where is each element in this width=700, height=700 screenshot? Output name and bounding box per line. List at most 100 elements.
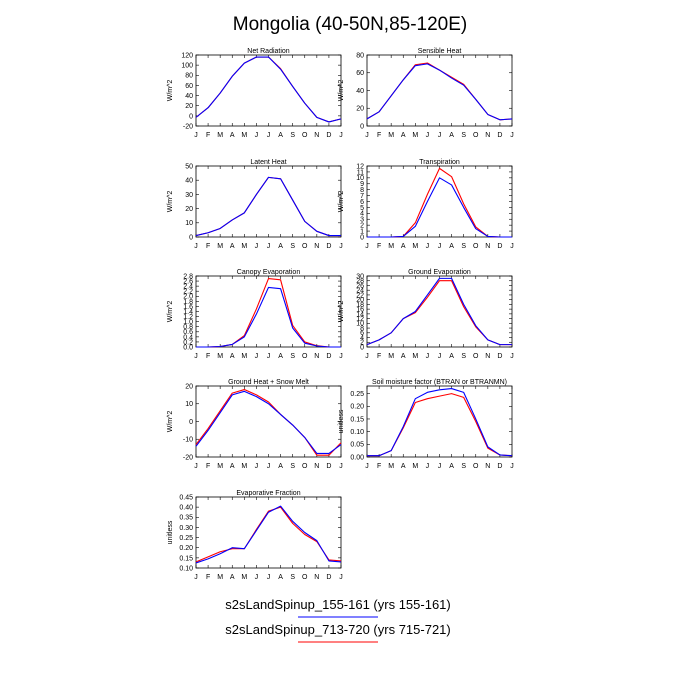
x-tick-label: N (485, 132, 490, 139)
x-tick-label: J (438, 243, 442, 250)
y-tick-label: 12 (356, 163, 364, 170)
x-tick-label: J (339, 463, 343, 470)
plot-frame (195, 275, 342, 348)
x-tick-label: F (377, 463, 381, 470)
y-tick-label: 20 (185, 103, 193, 110)
x-tick-label: J (267, 132, 271, 139)
x-tick-label: F (206, 243, 210, 250)
x-tick-label: F (377, 132, 381, 139)
y-tick-label: 22 (356, 292, 364, 299)
y-tick-label: 26 (356, 283, 364, 290)
x-tick-label: F (206, 132, 210, 139)
x-tick-label: J (365, 243, 369, 250)
x-tick-label: M (412, 243, 418, 250)
x-tick-label: D (497, 132, 502, 139)
x-tick-label: A (278, 463, 283, 470)
x-tick-label: J (510, 353, 514, 360)
x-tick-label: J (194, 243, 198, 250)
y-tick-label: 0.8 (183, 324, 193, 331)
x-tick-label: N (314, 353, 319, 360)
x-tick-label: M (388, 243, 394, 250)
y-tick-label: 60 (356, 70, 364, 77)
x-tick-label: J (339, 574, 343, 581)
series-line-red (196, 277, 341, 348)
x-tick-label: N (314, 243, 319, 250)
series-line-blue (195, 505, 342, 564)
series-line-blue (367, 387, 513, 457)
x-tick-label: N (485, 463, 490, 470)
y-tick-label: 0.0 (183, 344, 193, 351)
y-tick-label: 0 (360, 344, 364, 351)
x-tick-label: A (230, 243, 235, 250)
x-tick-label: S (290, 243, 295, 250)
x-tick-label: M (241, 243, 247, 250)
x-tick-label: S (461, 463, 466, 470)
y-tick-label: 0 (360, 123, 364, 130)
y-tick-label: 28 (356, 278, 364, 285)
x-tick-label: S (461, 243, 466, 250)
x-tick-label: J (426, 243, 430, 250)
x-tick-label: D (326, 243, 331, 250)
y-tick-label: 80 (185, 73, 193, 80)
x-tick-label: O (473, 132, 479, 139)
x-tick-label: O (302, 463, 308, 470)
x-tick-label: F (377, 243, 381, 250)
y-tick-label: 1.2 (183, 314, 193, 321)
y-tick-label: 9 (360, 181, 364, 188)
x-tick-label: O (473, 463, 479, 470)
x-tick-label: J (426, 463, 430, 470)
y-tick-label: 11 (357, 169, 364, 176)
x-tick-label: A (230, 353, 235, 360)
y-tick-label: 0 (360, 234, 364, 241)
x-tick-label: D (326, 353, 331, 360)
panel-title: Ground Evaporation (408, 269, 471, 276)
y-tick-label: 50 (185, 163, 193, 170)
chart-panel-7: Soil moisture factor (BTRAN or BTRANMN) u… (338, 379, 514, 470)
y-axis-label: W/m^2 (167, 411, 174, 433)
x-tick-label: J (194, 463, 198, 470)
y-tick-label: 20 (356, 297, 364, 304)
x-tick-label: J (438, 353, 442, 360)
x-tick-label: J (255, 353, 259, 360)
x-tick-label: J (339, 243, 343, 250)
y-tick-label: 30 (185, 192, 193, 199)
x-tick-label: J (267, 574, 271, 581)
x-tick-label: S (290, 353, 295, 360)
x-tick-label: D (497, 353, 502, 360)
x-tick-label: S (290, 574, 295, 581)
series-line-blue (366, 277, 512, 346)
x-tick-label: A (278, 243, 283, 250)
y-axis-label: unitless (338, 409, 345, 433)
x-tick-label: M (241, 463, 247, 470)
x-tick-label: F (206, 353, 210, 360)
x-tick-label: O (302, 574, 308, 581)
y-tick-label: 0 (189, 234, 193, 241)
series-line-red (195, 388, 342, 456)
x-tick-label: M (388, 353, 394, 360)
x-tick-label: M (241, 132, 247, 139)
y-tick-label: 0.15 (350, 416, 364, 423)
y-tick-label: 0.10 (179, 565, 193, 572)
legend-label-0: s2sLandSpinup_155-161 (yrs 155-161) (225, 597, 451, 612)
y-tick-label: 10 (185, 401, 193, 408)
x-tick-label: J (339, 353, 343, 360)
series-line-blue (366, 63, 513, 121)
x-tick-label: O (473, 243, 479, 250)
x-tick-label: M (241, 574, 247, 581)
x-tick-label: A (449, 132, 454, 139)
x-tick-label: J (510, 132, 514, 139)
y-tick-label: 14 (356, 311, 364, 318)
x-tick-label: M (217, 463, 223, 470)
x-tick-label: J (339, 132, 343, 139)
y-tick-label: 3 (360, 217, 364, 224)
plot-frame (195, 165, 342, 238)
x-tick-label: F (206, 463, 210, 470)
x-tick-label: J (267, 463, 271, 470)
y-tick-label: 0.10 (350, 429, 364, 436)
y-tick-label: 20 (185, 383, 193, 390)
x-tick-label: D (326, 574, 331, 581)
y-tick-label: 0.40 (179, 505, 193, 512)
